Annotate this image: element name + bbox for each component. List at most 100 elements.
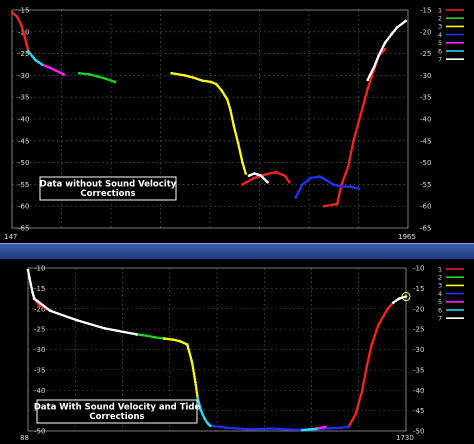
c0-series-1-point — [25, 43, 29, 47]
c0-y-tick-label: -15 — [420, 7, 431, 15]
c1-series-7-point — [31, 291, 34, 294]
c0-y-tick-label-left: -60 — [18, 203, 29, 211]
c0-series-6-point — [40, 63, 44, 66]
c1-y-tick-label: -40 — [413, 387, 424, 395]
c1-y-tick-label-left: -15 — [34, 285, 45, 293]
panel-divider-bar — [0, 243, 474, 260]
c0-series-3-point — [241, 161, 244, 164]
c0-series-6-point — [30, 54, 34, 58]
c0-legend-label: 3 — [438, 23, 442, 31]
c1-series-1-point — [360, 388, 364, 392]
c1-series-3-point — [186, 343, 189, 346]
c0-y-tick-label: -55 — [420, 181, 431, 189]
c0-series-7-point — [259, 174, 263, 177]
c0-annotation-box — [39, 176, 177, 201]
c1-y-tick-label: -45 — [413, 407, 424, 415]
c0-y-tick-label: -60 — [420, 203, 431, 211]
c1-series-7-point — [397, 297, 401, 300]
c0-series-6-point — [37, 61, 41, 64]
c0-series-1-point — [346, 165, 350, 169]
c0-y-tick-label: -35 — [420, 94, 431, 102]
c1-series-3-point — [179, 340, 182, 343]
c0-series-2-point — [97, 75, 100, 79]
c0-series-1-point — [20, 23, 23, 27]
c0-series-3-point — [209, 80, 213, 84]
c0-annotation-text: Corrections — [80, 189, 135, 199]
c1-series-1-point — [370, 344, 373, 347]
c1-series-1-trace — [347, 301, 395, 429]
c1-y-tick-label-left: -30 — [34, 346, 45, 354]
c0-series-7-point — [404, 19, 408, 23]
c1-y-tick-label: -20 — [413, 305, 424, 313]
c0-series-4-point — [294, 196, 298, 199]
c0-y-tick-label-left: -50 — [18, 159, 29, 167]
c1-legend-label: 2 — [438, 274, 442, 282]
c0-series-7-point — [383, 41, 387, 44]
c0-series-2-trace — [77, 71, 117, 84]
c0-series-7-point — [377, 54, 380, 58]
c1-annotation-text: Data With Sound Velocity and Tide — [34, 403, 201, 413]
c1-y-tick-label: -10 — [413, 265, 424, 273]
c0-series-3-trace — [170, 71, 247, 175]
c1-series-1-point — [365, 364, 369, 368]
c0-y-tick-label: -20 — [420, 28, 431, 36]
c1-series-4-trace — [209, 424, 350, 432]
c0-y-tick-label-left: -35 — [18, 94, 29, 102]
c0-y-tick-label-left: -15 — [18, 7, 29, 15]
c1-series-5-point — [317, 426, 320, 430]
c0-series-7-point — [253, 172, 256, 175]
c0-series-1-point — [340, 183, 343, 186]
c0-series-5-point — [58, 71, 61, 74]
c0-series-1-point — [352, 139, 355, 143]
c1-y-tick-label-left: -25 — [34, 326, 45, 334]
c0-series-7-point — [395, 26, 399, 29]
c0-series-4-point — [348, 185, 352, 188]
c1-y-tick-label-left: -40 — [34, 387, 45, 395]
c0-x-tick-label: 147 — [4, 233, 17, 241]
top-chart-panel: -15 -15 -20 -20 -25 -25 -30 -30 -35 -35 -40 -40 -45-… — [4, 6, 464, 241]
c0-series-2-point — [113, 80, 117, 84]
c1-series-1-point — [377, 323, 380, 327]
c0-x-tick-label: 1965 — [398, 233, 416, 241]
c1-y-tick-label: -15 — [413, 285, 424, 293]
c0-series-2-point — [88, 73, 92, 76]
c0-series-4-point — [331, 183, 335, 186]
c1-series-4-point — [294, 428, 297, 432]
bottom-chart-panel: -10 -10 -15 -15 -20 -20 -25 -25 -30 -30 -35 -35 -40 -… — [0, 259, 474, 444]
c0-series-3-point — [220, 89, 224, 92]
c0-series-1-point — [266, 172, 269, 176]
c0-series-2-point — [77, 71, 81, 75]
c0-series-1-point — [335, 202, 339, 206]
chart-with-sound-velocity-and-tide: -10 -10 -15 -15 -20 -20 -25 -25 -30 -30 -35 -35 -40 -… — [20, 265, 464, 442]
chart-without-sound-velocity: -15-15-20-20-25-25-30-30-35-35-40-40-45-… — [4, 6, 464, 241]
c1-cursor-marker[interactable] — [401, 292, 411, 302]
c1-x-tick-label: 1730 — [396, 434, 414, 442]
c0-y-tick-label: -65 — [420, 225, 431, 233]
c0-series-4-point — [318, 175, 322, 178]
c0-y-tick-label: -40 — [420, 116, 431, 124]
c1-x-tick-label: 88 — [20, 434, 29, 442]
c1-series-7-point — [135, 333, 138, 336]
c1-series-7-point — [29, 283, 33, 286]
c0-series-1-trace — [322, 48, 387, 208]
c0-series-3-point — [170, 71, 173, 75]
c1-series-6-point — [301, 428, 304, 432]
c0-series-3-point — [200, 79, 204, 82]
c0-legend-label: 7 — [438, 56, 442, 64]
c1-legend-label: 7 — [438, 315, 442, 323]
c1-series-5-point — [324, 425, 327, 429]
c0-series-1-point — [10, 10, 14, 14]
c0-y-tick-label-left: -65 — [18, 225, 29, 233]
c1-series-7-point — [404, 295, 408, 298]
c0-y-tick-label-left: -30 — [18, 72, 29, 80]
c0-series-4-point — [325, 178, 328, 182]
c0-series-3-point — [244, 172, 248, 175]
c1-series-3-point — [194, 380, 197, 384]
c0-series-1-point — [358, 115, 362, 119]
c1-series-4-point — [271, 427, 274, 430]
c0-series-1-point — [287, 180, 291, 184]
c0-y-tick-label-left: -55 — [18, 181, 29, 189]
c1-y-tick-label: -50 — [413, 428, 424, 436]
c0-legend-label: 6 — [438, 47, 442, 55]
c1-series-7-point — [28, 276, 31, 280]
